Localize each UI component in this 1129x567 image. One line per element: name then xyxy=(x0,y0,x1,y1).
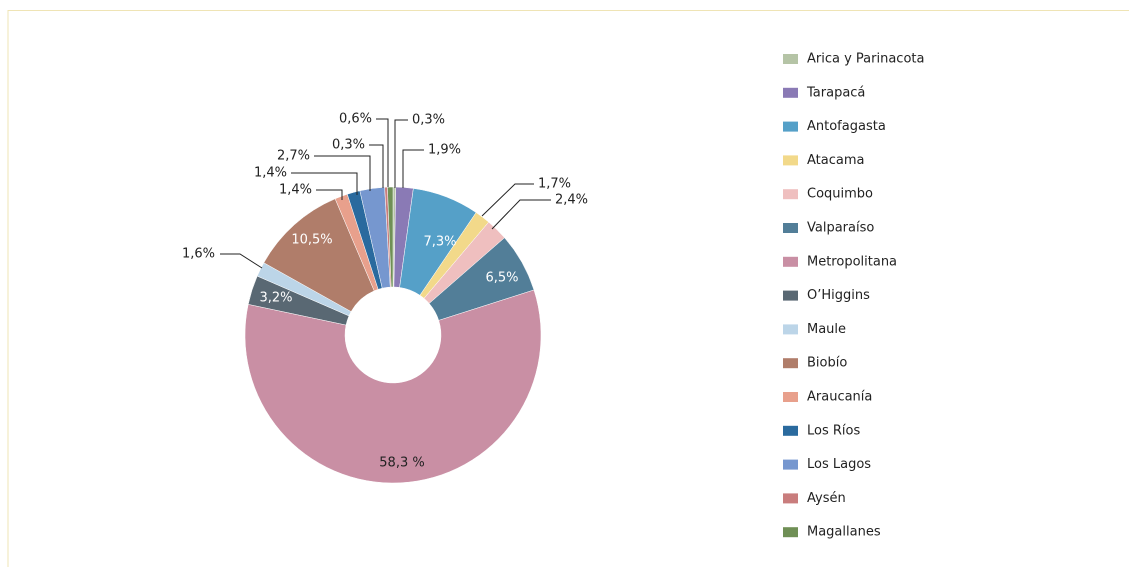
leader-line xyxy=(291,172,358,195)
leader-line xyxy=(491,199,551,230)
data-label: 1,9% xyxy=(428,143,461,158)
legend-swatch xyxy=(783,493,798,504)
slice xyxy=(244,289,542,484)
leader-line xyxy=(369,144,384,188)
data-label: 1,4% xyxy=(254,166,287,181)
legend-swatch xyxy=(783,527,798,538)
legend-swatch xyxy=(783,155,798,166)
leader-line xyxy=(481,183,534,217)
legend-swatch xyxy=(783,121,798,132)
leader-line xyxy=(314,155,371,191)
legend-label: Antofagasta xyxy=(807,119,886,134)
data-label: 1,7% xyxy=(538,177,571,192)
legend-swatch xyxy=(783,358,798,369)
leader-line xyxy=(376,118,389,187)
frame xyxy=(7,10,1129,567)
legend-swatch xyxy=(783,425,798,436)
legend-swatch xyxy=(783,223,798,233)
legend-label: Metropolitana xyxy=(807,254,897,269)
data-label: 0,6% xyxy=(339,112,372,127)
legend-label: Los Lagos xyxy=(807,457,871,472)
data-label: 2,4% xyxy=(555,193,588,208)
legend-swatch xyxy=(783,189,798,200)
legend-label: Atacama xyxy=(807,153,864,168)
data-label: 1,4% xyxy=(279,183,312,198)
data-label: 1,6% xyxy=(182,247,215,262)
legend-label: Maule xyxy=(807,322,846,337)
legend-label: Arica y Parinacota xyxy=(807,52,924,67)
leader-line xyxy=(316,189,343,200)
leader-line xyxy=(402,149,424,188)
legend-label: Tarapacá xyxy=(806,85,865,100)
data-label: 10,5% xyxy=(291,233,332,248)
data-label: 58,3 % xyxy=(379,456,424,471)
legend-label: Coquimbo xyxy=(807,187,873,202)
legend-swatch xyxy=(783,324,798,335)
legend-label: Los Ríos xyxy=(807,423,860,438)
data-label: 2,7% xyxy=(277,149,310,164)
legend-swatch xyxy=(783,290,798,301)
data-label: 0,3% xyxy=(332,138,365,153)
leader-line xyxy=(220,253,263,269)
slice xyxy=(387,186,394,288)
legend-swatch xyxy=(783,256,798,267)
legend-swatch xyxy=(783,459,798,470)
legend-label: Valparaíso xyxy=(807,221,874,236)
legend-swatch xyxy=(783,87,798,98)
data-label: 6,5% xyxy=(485,271,518,286)
legend-swatch xyxy=(783,54,798,64)
legend-label: O’Higgins xyxy=(807,288,870,303)
legend-label: Magallanes xyxy=(807,525,881,540)
data-label: 0,3% xyxy=(412,113,445,128)
legend-swatch xyxy=(783,392,798,402)
leader-line xyxy=(394,119,408,188)
data-label: 3,2% xyxy=(259,291,292,306)
legend-label: Araucanía xyxy=(807,390,872,405)
legend-label: Biobío xyxy=(807,356,847,371)
data-label: 7,3% xyxy=(423,235,456,250)
legend-label: Aysén xyxy=(807,491,846,506)
